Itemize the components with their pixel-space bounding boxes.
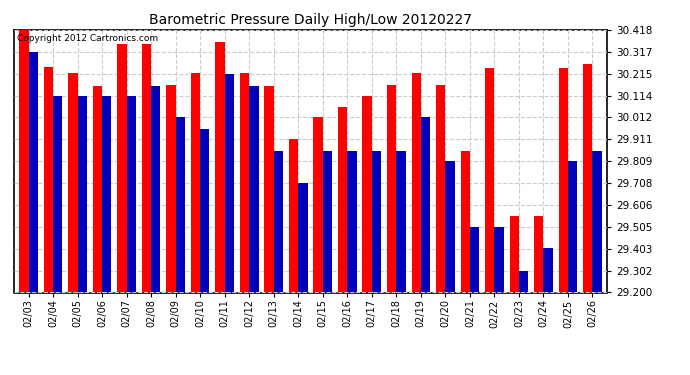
Bar xyxy=(19,30,28,292)
Bar xyxy=(166,85,176,292)
Bar xyxy=(593,152,602,292)
Bar xyxy=(191,73,200,292)
Bar xyxy=(313,117,323,292)
Bar xyxy=(387,84,396,292)
Bar xyxy=(249,86,259,292)
Bar xyxy=(323,152,332,292)
Bar xyxy=(68,73,77,292)
Bar xyxy=(77,96,87,292)
Bar xyxy=(176,117,185,292)
Bar xyxy=(264,86,274,292)
Bar xyxy=(519,270,529,292)
Bar xyxy=(436,84,445,292)
Bar xyxy=(53,96,62,292)
Bar xyxy=(568,161,578,292)
Bar xyxy=(544,248,553,292)
Bar xyxy=(126,96,136,292)
Bar xyxy=(583,64,593,292)
Bar xyxy=(372,152,381,292)
Bar xyxy=(151,86,161,292)
Bar xyxy=(289,139,298,292)
Bar xyxy=(460,152,470,292)
Bar xyxy=(485,68,495,292)
Bar xyxy=(534,216,544,292)
Bar xyxy=(470,227,479,292)
Bar xyxy=(92,86,102,292)
Bar xyxy=(445,161,455,292)
Bar xyxy=(510,216,519,292)
Bar xyxy=(43,67,53,292)
Text: Copyright 2012 Cartronics.com: Copyright 2012 Cartronics.com xyxy=(17,34,158,43)
Bar xyxy=(298,183,308,292)
Bar xyxy=(347,152,357,292)
Bar xyxy=(362,96,372,292)
Bar xyxy=(421,117,430,292)
Title: Barometric Pressure Daily High/Low 20120227: Barometric Pressure Daily High/Low 20120… xyxy=(149,13,472,27)
Bar xyxy=(411,73,421,292)
Bar xyxy=(102,96,111,292)
Bar xyxy=(28,52,38,292)
Bar xyxy=(338,107,347,292)
Bar xyxy=(396,152,406,292)
Bar xyxy=(559,68,568,292)
Bar xyxy=(200,129,210,292)
Bar xyxy=(142,44,151,292)
Bar xyxy=(274,152,283,292)
Bar xyxy=(117,44,126,292)
Bar xyxy=(215,42,225,292)
Bar xyxy=(225,74,234,292)
Bar xyxy=(240,73,249,292)
Bar xyxy=(495,227,504,292)
